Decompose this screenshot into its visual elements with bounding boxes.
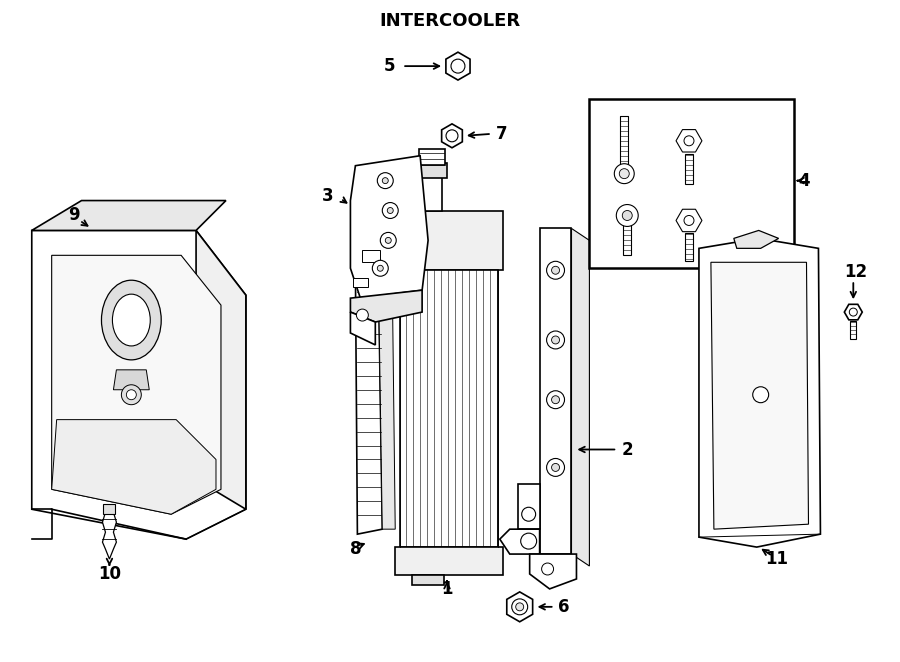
Text: 4: 4 [798,171,810,189]
Polygon shape [395,211,503,270]
Circle shape [684,216,694,226]
Text: 10: 10 [98,565,121,583]
Text: INTERCOOLER: INTERCOOLER [380,13,520,30]
Bar [419,149,445,165]
Circle shape [387,207,393,214]
Bar [685,154,693,183]
Bar [354,278,368,287]
Circle shape [552,463,560,471]
Text: 1: 1 [441,580,453,598]
Polygon shape [711,262,808,529]
Polygon shape [196,230,246,509]
Circle shape [684,136,694,146]
Polygon shape [356,268,382,534]
Text: 8: 8 [349,540,361,558]
Polygon shape [676,130,702,152]
Circle shape [385,238,392,244]
Polygon shape [350,312,375,345]
Circle shape [122,385,141,404]
Circle shape [546,331,564,349]
Circle shape [542,563,554,575]
Circle shape [615,164,634,183]
Circle shape [373,260,388,276]
Bar [850,321,856,339]
Polygon shape [500,529,540,554]
Polygon shape [51,256,221,514]
Circle shape [451,59,465,73]
Polygon shape [395,547,503,575]
Circle shape [382,177,388,183]
Polygon shape [676,209,702,232]
Circle shape [619,169,629,179]
Circle shape [377,173,393,189]
Polygon shape [422,175,442,211]
Text: 2: 2 [621,440,633,459]
Ellipse shape [112,294,150,346]
Circle shape [356,309,368,321]
Polygon shape [572,228,590,566]
Bar [624,226,631,256]
Circle shape [382,203,398,218]
Circle shape [516,603,524,611]
Text: 7: 7 [496,125,508,143]
Polygon shape [699,238,821,547]
Polygon shape [32,201,226,230]
Circle shape [616,205,638,226]
Circle shape [546,261,564,279]
Circle shape [521,533,536,549]
Polygon shape [530,554,577,589]
Text: 5: 5 [383,57,395,75]
Text: 9: 9 [68,207,79,224]
Polygon shape [844,305,862,320]
Polygon shape [32,230,246,539]
Polygon shape [378,268,395,529]
Polygon shape [103,512,116,559]
Bar [590,99,794,268]
Bar [417,163,447,177]
Bar [104,504,115,514]
Bar [412,575,444,585]
Circle shape [512,599,527,615]
Polygon shape [442,124,463,148]
Ellipse shape [102,280,161,360]
Bar [363,250,381,262]
Bar [620,116,628,171]
Circle shape [377,265,383,271]
Text: 11: 11 [765,550,788,568]
Text: 12: 12 [843,263,867,281]
Circle shape [546,459,564,477]
Text: 3: 3 [322,187,334,205]
Circle shape [126,390,136,400]
Bar [685,234,693,261]
Polygon shape [734,230,778,248]
Circle shape [522,507,536,521]
Polygon shape [113,370,149,390]
Polygon shape [400,270,498,547]
Circle shape [446,130,458,142]
Polygon shape [350,156,428,298]
Circle shape [752,387,769,402]
Circle shape [552,266,560,274]
Polygon shape [51,420,216,514]
Circle shape [850,308,858,316]
Polygon shape [446,52,470,80]
Polygon shape [507,592,533,622]
Circle shape [546,391,564,408]
Polygon shape [350,290,422,322]
Circle shape [552,336,560,344]
Polygon shape [540,228,572,554]
Polygon shape [518,485,540,529]
Circle shape [381,232,396,248]
Text: 6: 6 [557,598,569,616]
Circle shape [552,396,560,404]
Circle shape [622,211,632,220]
